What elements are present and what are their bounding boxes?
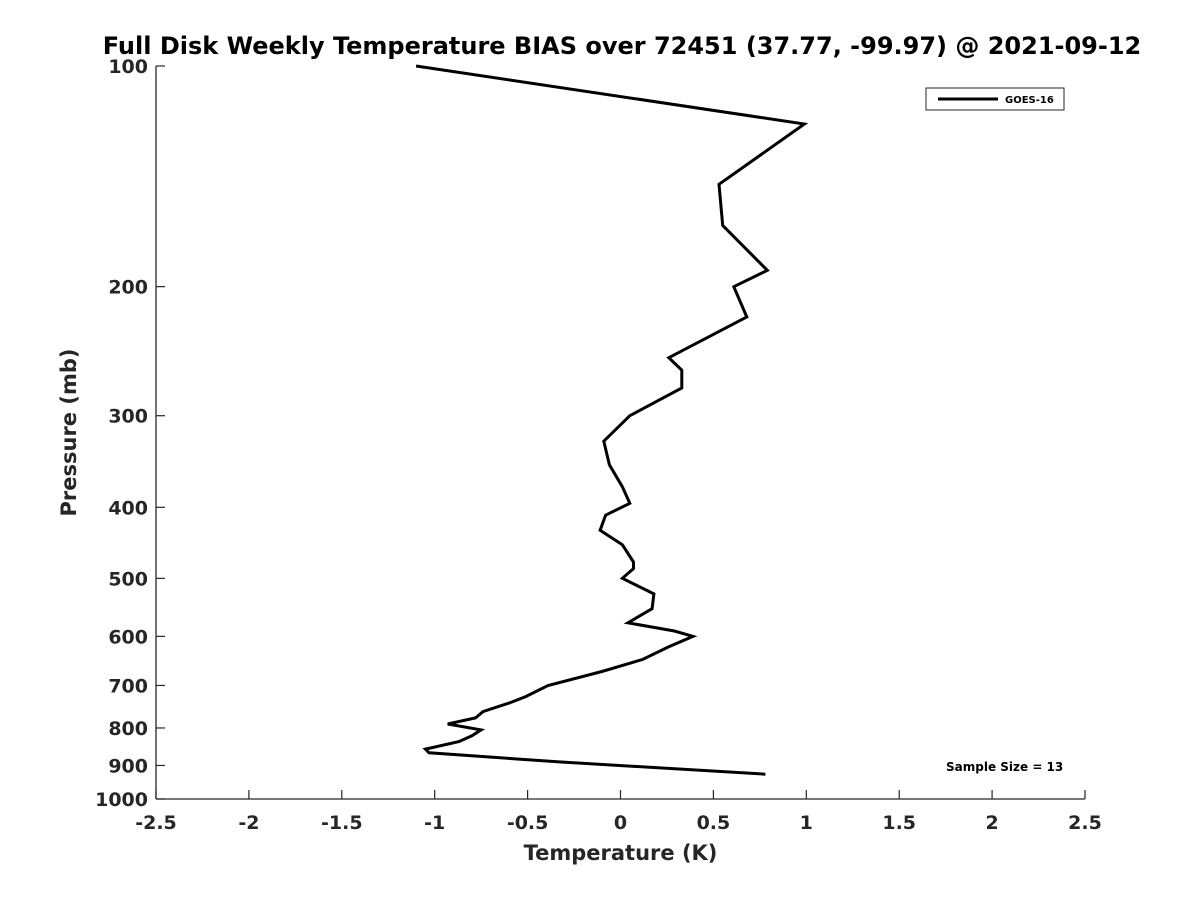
x-tick-label: 1 (800, 812, 813, 834)
legend-label-goes-16: GOES-16 (1005, 95, 1054, 106)
y-tick-label: 400 (108, 497, 148, 519)
y-tick-label: 700 (108, 675, 148, 697)
y-tick-label: 900 (108, 755, 148, 777)
x-tick-label: -2.5 (135, 812, 177, 834)
y-axis-label: Pressure (mb) (57, 349, 81, 517)
x-axis-label: Temperature (K) (524, 841, 718, 865)
y-tick-label: 1000 (95, 789, 148, 811)
x-tick-label: 2.5 (1068, 812, 1102, 834)
y-tick-label: 500 (108, 568, 148, 590)
legend: GOES-16 (925, 87, 1065, 111)
x-axis-ticks: -2.5 -2 -1.5 -1 -0.5 0 0.5 1 1.5 2 2.5 (135, 790, 1102, 834)
x-tick-label: 0.5 (697, 812, 731, 834)
y-tick-label: 800 (108, 718, 148, 740)
x-tick-label: -2 (238, 812, 259, 834)
x-tick-label: 2 (985, 812, 998, 834)
plot-area: -2.5 -2 -1.5 -1 -0.5 0 0.5 1 1.5 2 2.5 100 200 300 40… (95, 56, 1102, 834)
x-tick-label: 1.5 (882, 812, 916, 834)
y-tick-label: 600 (108, 626, 148, 648)
y-tick-label: 300 (108, 406, 148, 428)
y-tick-label: 100 (108, 56, 148, 78)
y-axis-ticks: 100 200 300 400 500 600 700 800 900 1000 (95, 56, 165, 811)
y-tick-label: 200 (108, 277, 148, 299)
x-tick-label: -0.5 (507, 812, 549, 834)
series-line-goes-16 (415, 64, 809, 776)
x-tick-label: 0 (614, 812, 627, 834)
x-tick-label: -1.5 (321, 812, 363, 834)
x-tick-label: -1 (424, 812, 445, 834)
sample-size-annotation: Sample Size = 13 (946, 760, 1063, 774)
chart-title: Full Disk Weekly Temperature BIAS over 7… (103, 32, 1142, 60)
